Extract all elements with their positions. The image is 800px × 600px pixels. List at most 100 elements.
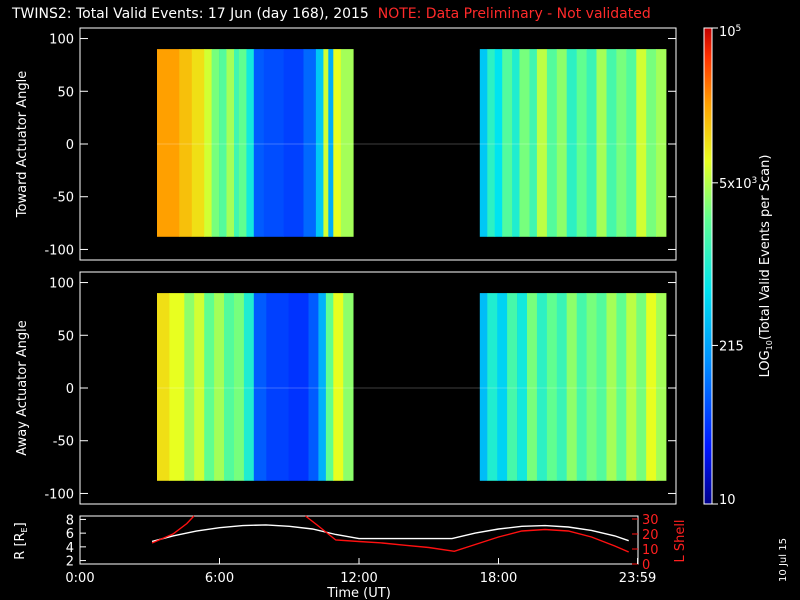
heatmap-column [616,293,627,481]
orbit-right-ylabel: L Shell [673,519,688,562]
colorbar-frame [703,27,713,505]
heatmap-column [586,293,597,481]
colorbar-label-main: LOG [758,350,773,377]
orbit-left-tick-label: 4 [66,541,74,556]
heatmap-column [512,49,520,237]
x-tick-label: 6:00 [205,571,234,586]
heatmap-column [226,49,235,237]
heatmap-column [214,293,225,481]
heatmap-column [194,293,205,481]
heatmap-column [494,49,503,237]
heatmap-column [179,49,193,237]
heatmap-column [204,293,215,481]
heatmap-column [536,49,548,237]
x-axis-label: Time (UT) [326,586,391,600]
heatmap-column [517,293,528,481]
heatmap-column [566,49,577,237]
y-tick-label: 100 [49,33,74,48]
colorbar-tick-label: 5x103 [719,176,757,192]
heatmap-column [328,49,334,237]
x-tick-label: 0:00 [65,571,94,586]
heatmap-column [333,293,344,481]
x-tick-label: 23:59 [619,571,656,586]
y-tick-label: 0 [66,382,74,397]
orbit-left-tick-label: 6 [66,527,74,542]
heatmap-column [529,49,538,237]
heatmap-column [157,293,170,481]
x-tick-label: 18:00 [480,571,517,586]
heatmap-column [507,293,518,481]
heatmap-column [596,293,607,481]
orbit-left-ylabel-sub: E [20,527,29,532]
heatmap-column [325,293,334,481]
orbit-lines [151,515,629,553]
heatmap-column [315,49,324,237]
heatmap-column [646,293,657,481]
radius-line [151,524,629,543]
heatmap-column [546,293,558,481]
heatmap-column [283,49,304,237]
heatmap-column [288,293,309,481]
heatmap-column [576,49,587,237]
heatmap-column [191,49,205,237]
colorbar-tick-label: 10 [719,493,736,508]
orbit-left-tick-label: 8 [66,513,74,528]
heatmap-column [479,49,488,237]
colorbar-tick-label: 215 [719,339,744,354]
x-tick-label: 12:00 [340,571,377,586]
preliminary-note: NOTE: Data Preliminary - Not validated [377,6,651,22]
y-tick-label: -50 [53,435,74,450]
heatmap-column [566,293,577,481]
heatmap-column [636,49,647,237]
y-tick-label: -100 [44,243,74,258]
y-tick-label: 100 [49,277,74,292]
heatmap-column [238,49,247,237]
heatmap-column [519,49,530,237]
heatmap-column [576,293,587,481]
heatmap-column [263,49,285,237]
heatmap-column [502,49,513,237]
heatmap-column [646,49,657,237]
toward-yticks: 100 50 0 -50 -100 [44,33,676,258]
generation-date: 10 Jul 15 [778,538,789,582]
away-panel: 100 50 0 -50 -100 Away Actuator Angle [15,271,677,505]
heatmap-column [656,49,667,237]
heatmap-column [606,49,617,237]
heatmap-column [266,293,290,481]
heatmap-column [333,49,342,237]
heatmap-column [308,293,319,481]
heatmap-column [234,49,240,237]
heatmap-column [219,49,227,237]
orbit-left-tick-label: 2 [66,555,74,570]
heatmap-column [211,49,220,237]
orbit-right-tick-label: 10 [642,543,659,558]
y-tick-label: -100 [44,487,74,502]
toward-heatmap [156,49,667,237]
heatmap-column [527,293,538,481]
heatmap-column [487,293,498,481]
heatmap-column [546,49,558,237]
heatmap-column [536,293,548,481]
away-heatmap [156,293,667,481]
heatmap-column [157,49,180,237]
away-yticks: 100 50 0 -50 -100 [44,277,676,502]
colorbar-label-rest: (Total Valid Events per Scan) [758,155,773,341]
y-tick-label: -50 [53,191,74,206]
orbit-right-tick-label: 30 [642,513,659,528]
heatmap-column [318,293,327,481]
orbit-frame [79,515,639,565]
orbit-right-tick-label: 20 [642,528,659,543]
heatmap-column [556,49,568,237]
heatmap-column [340,49,354,237]
toward-panel: 100 50 0 -50 -100 Toward Actuator Angle [15,27,677,261]
away-ylabel: Away Actuator Angle [15,320,30,455]
colorbar-label: LOG10(Total Valid Events per Scan) [758,155,774,378]
heatmap-column [343,293,354,481]
heatmap-column [224,293,235,481]
y-tick-label: 50 [57,85,74,100]
heatmap-column [204,49,212,237]
